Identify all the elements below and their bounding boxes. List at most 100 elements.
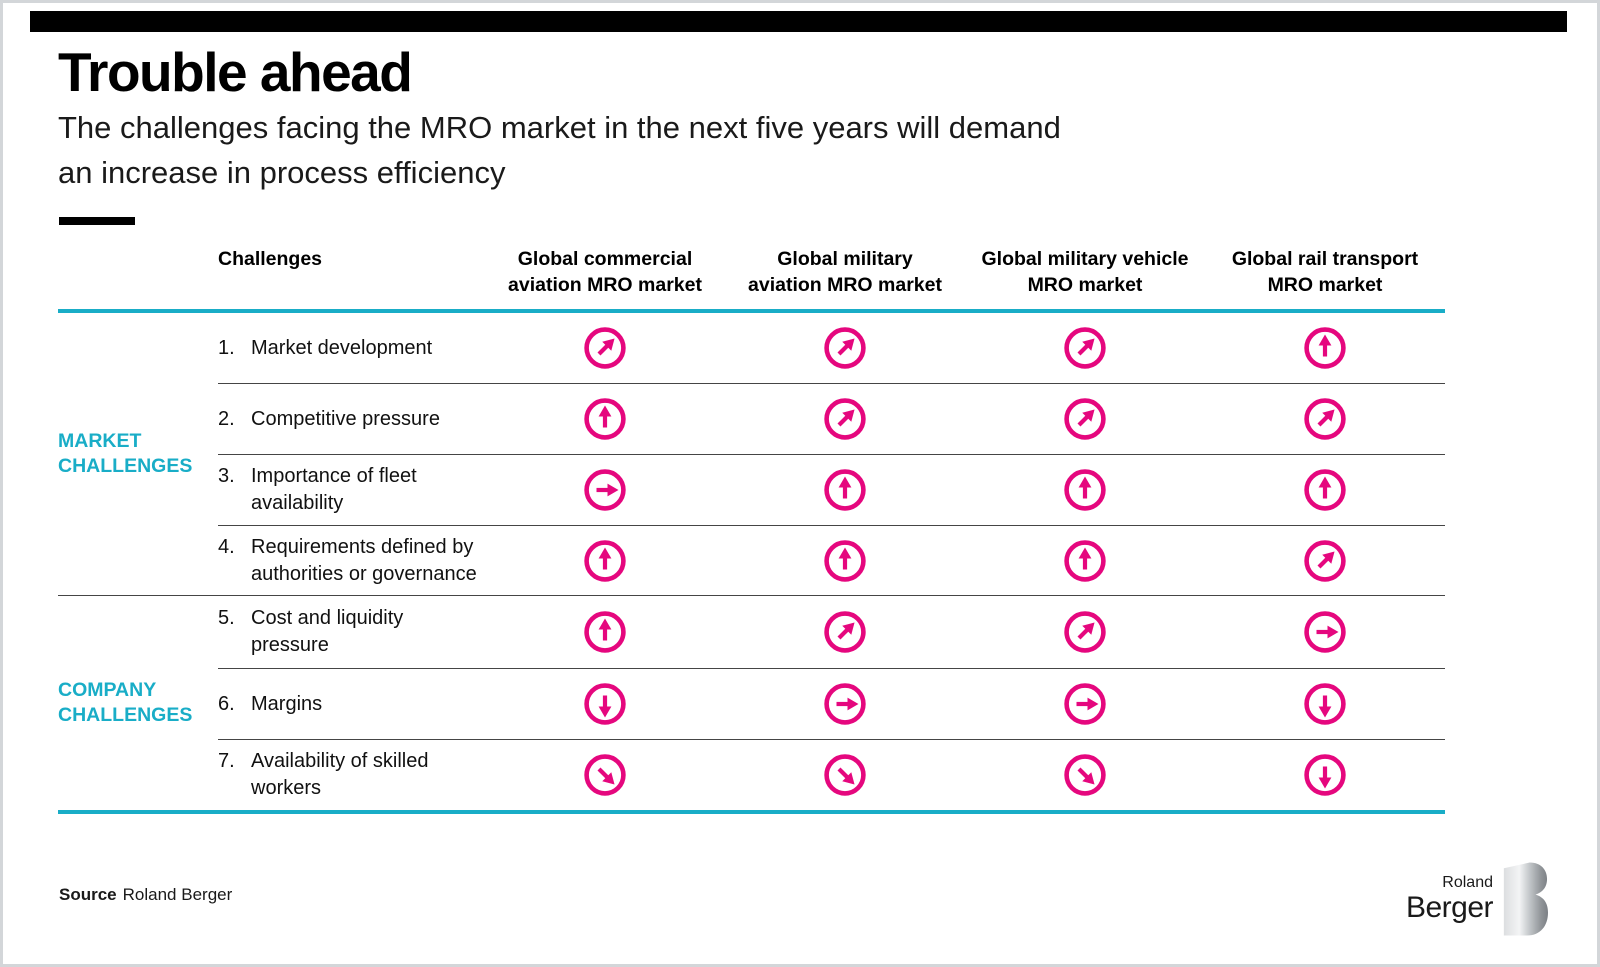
trend-cell-row3-col4 [1205,454,1445,525]
trend-arrow-right-icon [1304,611,1346,653]
trend-cell-row6-col3 [965,668,1205,739]
title-dash-rule [59,217,135,225]
trend-arrow-down-right-icon [584,754,626,796]
challenge-number: 3. [218,465,235,487]
challenge-text: Market development [251,336,433,359]
source-label: Source [59,885,117,904]
challenge-text: Requirements defined by authorities or go… [251,535,477,585]
row-group-label-market-challenges: MARKET CHALLENGES [58,430,193,477]
challenge-number: 2. [218,407,235,430]
challenge-cell-2: 2. Competitive pressure [218,383,485,454]
trend-arrow-up-icon [1064,539,1106,582]
trend-cell-row6-col2 [725,668,965,739]
trend-arrow-up-right-icon [824,398,866,440]
source-note: Source Roland Berger [59,885,232,905]
table-header-row: Challenges Global commercial aviation MRO… [58,246,1445,313]
trend-cell-row2-col1 [485,383,725,454]
trend-cell-row5-col4 [1205,595,1445,668]
trend-cell-row4-col3 [965,525,1205,595]
trend-cell-row7-col3 [965,739,1205,810]
trend-cell-row1-col2 [725,313,965,383]
trend-arrow-up-right-icon [1064,398,1106,440]
trend-cell-row2-col3 [965,383,1205,454]
logo-wordmark: Roland Berger [1405,874,1494,924]
subtitle-line-2: an increase in process efficiency [58,155,506,190]
trend-arrow-up-icon [584,611,626,653]
trend-cell-row6-col1 [485,668,725,739]
trend-cell-row7-col2 [725,739,965,810]
trend-cell-row3-col2 [725,454,965,525]
trend-arrow-up-icon [1304,469,1346,511]
challenge-number: 7. [218,750,235,772]
trend-arrow-up-icon [1304,327,1346,369]
subtitle-line-1: The challenges facing the MRO market in … [58,110,1061,145]
trend-arrow-down-icon [1304,683,1346,725]
challenge-cell-5: 5. Cost and liquidity pressure [218,595,485,668]
trend-cell-row5-col3 [965,595,1205,668]
trend-cell-row5-col1 [485,595,725,668]
column-header-market-4: Global rail transport MRO market [1231,248,1419,296]
trend-cell-row1-col4 [1205,313,1445,383]
trend-cell-row2-col4 [1205,383,1445,454]
column-header-market-3: Global military vehicle MRO market [981,248,1189,296]
trend-arrow-down-right-icon [1064,754,1106,796]
trend-arrow-down-icon [1304,754,1346,796]
trend-cell-row6-col4 [1205,668,1445,739]
trend-arrow-down-icon [584,683,626,725]
trend-arrow-up-right-icon [1064,327,1106,369]
trend-arrow-up-icon [824,539,866,582]
page-title: Trouble ahead [58,41,413,103]
trend-arrow-right-icon [824,683,866,725]
trend-cell-row3-col1 [485,454,725,525]
challenge-cell-6: 6. Margins [218,668,485,739]
challenge-text: Availability of skilled workers [251,750,429,799]
trend-cell-row2-col2 [725,383,965,454]
source-value: Roland Berger [122,885,233,904]
top-black-bar [30,11,1567,32]
column-header-market-2: Global military aviation MRO market [748,248,942,296]
challenge-cell-4: 4. Requirements defined by authorities or … [218,525,485,595]
page-subtitle: The challenges facing the MRO market in … [58,105,1061,195]
trend-arrow-up-right-icon [1304,398,1346,440]
trend-arrow-up-right-icon [824,611,866,653]
trend-cell-row4-col4 [1205,525,1445,595]
trend-arrow-down-right-icon [824,754,866,796]
challenge-number: 5. [218,607,235,629]
trend-arrow-right-icon [1064,683,1106,725]
trend-arrow-up-icon [824,469,866,511]
trend-arrow-up-icon [584,539,626,582]
column-header-market-1: Global commercial aviation MRO market [508,248,702,296]
trend-cell-row4-col1 [485,525,725,595]
trend-cell-row3-col3 [965,454,1205,525]
roland-berger-logo: Roland Berger [1333,861,1548,937]
logo-roland-text: Roland [1442,874,1493,891]
challenge-number: 1. [218,336,235,359]
trend-arrow-up-icon [584,398,626,440]
trend-arrow-up-right-icon [584,327,626,369]
trend-arrow-up-icon [1064,469,1106,511]
challenge-cell-1: 1. Market development [218,313,485,383]
trend-arrow-right-icon [584,469,626,511]
trend-cell-row7-col4 [1205,739,1445,810]
trend-cell-row7-col1 [485,739,725,810]
challenge-number: 4. [218,535,235,558]
trend-cell-row1-col1 [485,313,725,383]
logo-berger-text: Berger [1405,891,1494,924]
table-body: MARKET CHALLENGES COMPANY CHALLENGES 1. Marke… [58,313,1445,814]
challenge-text: Cost and liquidity pressure [251,607,404,656]
trend-arrow-up-right-icon [1064,611,1106,653]
challenge-text: Margins [251,692,323,715]
column-header-challenges: Challenges [218,248,323,270]
trend-arrow-up-right-icon [824,327,866,369]
trend-cell-row4-col2 [725,525,965,595]
challenge-number: 6. [218,692,235,715]
row-group-label-company-challenges: COMPANY CHALLENGES [58,595,218,810]
challenge-text: Importance of fleet availability [251,465,417,514]
roland-berger-b-icon [1503,862,1548,936]
trend-cell-row1-col3 [965,313,1205,383]
trend-cell-row5-col2 [725,595,965,668]
challenge-cell-7: 7. Availability of skilled workers [218,739,485,810]
challenge-text: Competitive pressure [251,407,440,430]
challenge-cell-3: 3. Importance of fleet availability [218,454,485,525]
